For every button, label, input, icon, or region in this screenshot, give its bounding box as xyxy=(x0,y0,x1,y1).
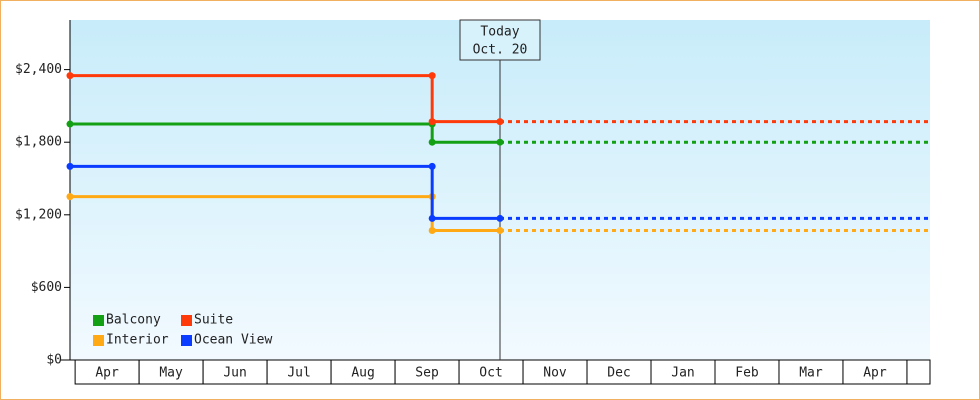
today-box xyxy=(459,19,541,61)
x-tick-label: Aug xyxy=(351,366,374,381)
x-tick-label: Jan xyxy=(671,366,694,381)
y-tick-label: $1,800 xyxy=(15,135,62,150)
price-point xyxy=(428,162,436,170)
legend-swatch xyxy=(181,335,192,346)
price-point xyxy=(428,227,436,235)
month-box xyxy=(778,359,844,385)
month-box xyxy=(906,359,931,385)
price-line xyxy=(70,164,500,220)
month-box xyxy=(842,359,908,385)
month-box xyxy=(458,359,524,385)
price-point xyxy=(496,138,504,146)
legend-swatch xyxy=(93,315,104,326)
month-box xyxy=(650,359,716,385)
x-tick-label: Mar xyxy=(799,366,823,381)
x-tick-label: Apr xyxy=(863,366,887,381)
legend-label: Balcony xyxy=(106,313,161,328)
month-box xyxy=(586,359,652,385)
x-tick-label: Dec xyxy=(607,366,630,381)
x-tick-label: Oct xyxy=(479,366,502,381)
legend-swatch xyxy=(181,315,192,326)
x-tick-label: Feb xyxy=(735,366,759,381)
price-point xyxy=(66,72,74,80)
month-box xyxy=(266,359,332,385)
price-point xyxy=(428,214,436,222)
price-point xyxy=(428,72,436,80)
price-point xyxy=(66,193,74,201)
price-point xyxy=(496,227,504,235)
month-box xyxy=(330,359,396,385)
today-label: Today xyxy=(480,25,519,40)
price-point xyxy=(496,118,504,126)
x-tick-label: Apr xyxy=(95,366,119,381)
x-tick-label: Jun xyxy=(223,366,246,381)
price-line xyxy=(70,74,500,124)
y-tick-label: $1,200 xyxy=(15,207,62,222)
y-tick-label: $2,400 xyxy=(15,62,62,77)
price-point xyxy=(66,162,74,170)
legend-swatch xyxy=(93,335,104,346)
month-box xyxy=(394,359,460,385)
month-box xyxy=(202,359,268,385)
price-line xyxy=(70,122,500,144)
price-point xyxy=(66,120,74,128)
legend-label: Ocean View xyxy=(194,333,272,348)
x-tick-label: Jul xyxy=(287,366,310,381)
today-date: Oct. 20 xyxy=(473,43,528,58)
month-box xyxy=(522,359,588,385)
price-point xyxy=(496,214,504,222)
month-box xyxy=(138,359,204,385)
y-tick-label: $600 xyxy=(31,280,62,295)
price-point xyxy=(428,118,436,126)
x-tick-label: May xyxy=(159,366,183,381)
x-tick-label: Sep xyxy=(415,366,439,381)
legend-label: Suite xyxy=(194,313,233,328)
x-tick-label: Nov xyxy=(543,366,567,381)
month-box xyxy=(74,359,140,385)
legend-label: Interior xyxy=(106,333,169,348)
y-tick-label: $0 xyxy=(46,353,62,368)
price-point xyxy=(428,138,436,146)
